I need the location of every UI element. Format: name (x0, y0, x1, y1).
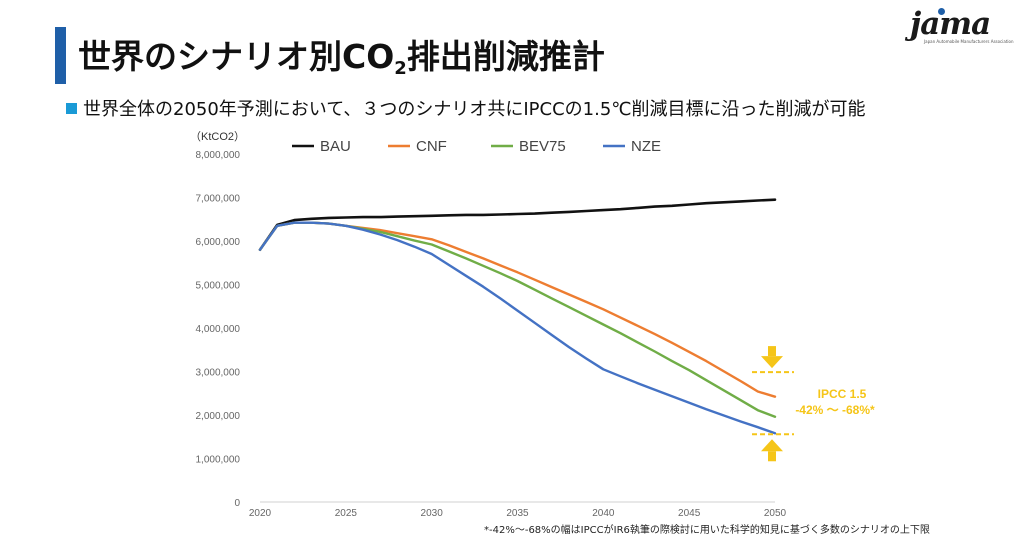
y-tick-label: 6,000,000 (196, 237, 241, 248)
x-tick-label: 2030 (421, 508, 444, 519)
series-line-nze (258, 221, 777, 435)
title-rest: 排出削減推計 (406, 37, 605, 76)
x-tick-label: 2035 (506, 508, 529, 519)
y-tick-label: 7,000,000 (196, 194, 241, 205)
y-tick-label: 1,000,000 (196, 455, 241, 466)
title-main: 世界のシナリオ別CO (78, 37, 395, 76)
y-tick-label: 2,000,000 (196, 411, 241, 422)
up-arrow-shaft (768, 451, 776, 462)
y-tick-label: 4,000,000 (196, 324, 241, 335)
x-tick-label: 2050 (764, 508, 787, 519)
legend-label-nze: NZE (631, 138, 661, 155)
title-accent-bar (55, 27, 66, 84)
down-arrow-shaft (768, 346, 776, 357)
y-tick-label: 3,000,000 (196, 368, 241, 379)
title-subscript: 2 (394, 58, 407, 79)
down-arrow-icon (761, 356, 783, 369)
y-tick-label: 0 (234, 498, 240, 509)
x-tick-label: 2020 (249, 508, 272, 519)
x-tick-label: 2045 (678, 508, 701, 519)
footnote: *-42%～-68%の幅はIPCCがIR6執筆の際検討に用いた科学的知見に基づく… (484, 525, 930, 536)
page-title: 世界のシナリオ別CO2排出削減推計 (78, 30, 605, 79)
axes: 0 1,000,000 2,000,000 3,000,000 4,000,000 5,0… (196, 150, 787, 519)
logo-text: jama (910, 6, 991, 42)
legend-label-cnf: CNF (416, 138, 447, 155)
series-lines (258, 198, 777, 435)
x-tick-label: 2040 (592, 508, 615, 519)
logo-dot (938, 8, 945, 15)
subtitle: 世界全体の2050年予測において、３つのシナリオ共にIPCCの1.5℃削減目標に… (66, 95, 866, 121)
ipcc-annotation: IPCC 1.5 -42% ～ -68%* (752, 346, 875, 462)
logo-subtext: Japan Automobile Manufacturers Associati… (924, 39, 1014, 44)
subtitle-text: 世界全体の2050年予測において、３つのシナリオ共にIPCCの1.5℃削減目標に… (83, 99, 866, 120)
legend-label-bau: BAU (320, 138, 351, 155)
y-unit-label: （KtCO2） (190, 130, 245, 143)
annotation-line2: -42% ～ -68%* (795, 403, 875, 417)
series-line-bev75 (258, 221, 777, 418)
series-line-bau (258, 198, 777, 251)
y-tick-label: 8,000,000 (196, 150, 241, 161)
x-tick-label: 2025 (335, 508, 358, 519)
legend: BAU CNF BEV75 NZE (292, 138, 661, 155)
annotation-line1: IPCC 1.5 (818, 387, 867, 401)
up-arrow-icon (761, 439, 783, 452)
bullet-square-icon (66, 103, 77, 114)
jama-logo: jama Japan Automobile Manufacturers Asso… (910, 6, 1014, 46)
y-tick-label: 5,000,000 (196, 281, 241, 292)
legend-label-bev75: BEV75 (519, 138, 566, 155)
